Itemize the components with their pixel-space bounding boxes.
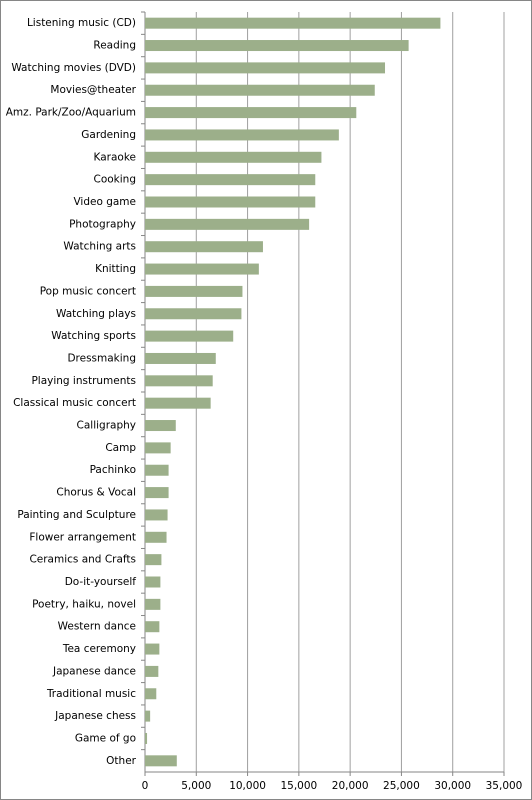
- bar: [145, 688, 157, 700]
- bar: [145, 531, 167, 543]
- y-tick-label: Watching plays: [56, 308, 136, 320]
- y-tick-label: Knitting: [95, 263, 136, 275]
- y-tick-label: Watching sports: [51, 330, 136, 342]
- bar: [145, 352, 216, 364]
- y-tick-label: Reading: [93, 40, 136, 52]
- bar: [145, 17, 441, 29]
- bar: [145, 464, 169, 476]
- bar: [145, 375, 213, 387]
- y-tick-label: Dressmaking: [67, 352, 136, 364]
- y-tick-label: Japanese dance: [52, 665, 136, 677]
- bar: [145, 420, 176, 432]
- y-tick-label: Karaoke: [94, 151, 136, 163]
- bar: [145, 84, 375, 96]
- bar: [145, 62, 386, 74]
- bar: [145, 710, 151, 722]
- y-tick-label: Amz. Park/Zoo/Aquarium: [6, 107, 136, 119]
- y-tick-label: Watching arts: [63, 241, 136, 253]
- y-tick-label: Japanese chess: [54, 710, 136, 722]
- bar: [145, 129, 339, 141]
- y-tick-label: Camp: [105, 442, 136, 454]
- bar: [145, 218, 310, 230]
- x-tick-label: 15,000: [280, 780, 317, 792]
- y-tick-label: Flower arrangement: [29, 531, 136, 543]
- y-tick-label: Painting and Sculpture: [17, 509, 136, 521]
- bar: [145, 554, 162, 566]
- bar: [145, 285, 243, 297]
- y-tick-label: Traditional music: [46, 688, 136, 700]
- bar: [145, 509, 168, 521]
- x-tick-label: 35,000: [486, 780, 523, 792]
- bar: [145, 665, 159, 677]
- x-tick-label: 5,000: [181, 780, 211, 792]
- y-tick-label: Video game: [73, 196, 136, 208]
- y-tick-label: Game of go: [75, 732, 136, 744]
- y-tick-label: Western dance: [58, 621, 136, 633]
- y-tick-label: Tea ceremony: [62, 643, 136, 655]
- bar: [145, 174, 316, 186]
- bar: [145, 151, 322, 163]
- y-tick-label: Pop music concert: [40, 285, 136, 297]
- y-tick-label: Chorus & Vocal: [56, 487, 136, 499]
- bar: [145, 755, 177, 767]
- bar: [145, 40, 409, 52]
- bar: [145, 598, 161, 610]
- bar: [145, 196, 316, 208]
- bar: [145, 330, 234, 342]
- bar: [145, 487, 169, 499]
- y-tick-label: Poetry, haiku, novel: [32, 598, 136, 610]
- bar: [145, 308, 242, 320]
- x-tick-label: 30,000: [434, 780, 471, 792]
- bar: [145, 263, 259, 275]
- y-tick-label: Cooking: [94, 174, 137, 186]
- x-tick-label: 10,000: [229, 780, 266, 792]
- bar: [145, 643, 160, 655]
- x-tick-label: 0: [142, 780, 149, 792]
- bar: [145, 732, 148, 744]
- y-tick-label: Classical music concert: [13, 397, 136, 409]
- x-tick-label: 25,000: [383, 780, 420, 792]
- y-tick-label: Listening music (CD): [27, 17, 136, 29]
- bar: [145, 241, 263, 253]
- y-tick-label: Pachinko: [90, 464, 136, 476]
- x-tick-label: 20,000: [332, 780, 369, 792]
- y-tick-label: Other: [106, 755, 136, 767]
- y-tick-label: Playing instruments: [31, 375, 136, 387]
- y-tick-label: Do-it-yourself: [65, 576, 137, 588]
- y-tick-label: Watching movies (DVD): [11, 62, 136, 74]
- y-tick-label: Ceramics and Crafts: [29, 554, 136, 566]
- y-tick-label: Photography: [69, 218, 136, 230]
- bar: [145, 107, 357, 119]
- bar: [145, 621, 160, 633]
- y-tick-label: Calligraphy: [77, 420, 136, 432]
- bar: [145, 576, 161, 588]
- bar: [145, 397, 211, 409]
- y-tick-label: Movies@theater: [50, 84, 136, 96]
- y-tick-label: Gardening: [81, 129, 136, 141]
- bar: [145, 442, 171, 454]
